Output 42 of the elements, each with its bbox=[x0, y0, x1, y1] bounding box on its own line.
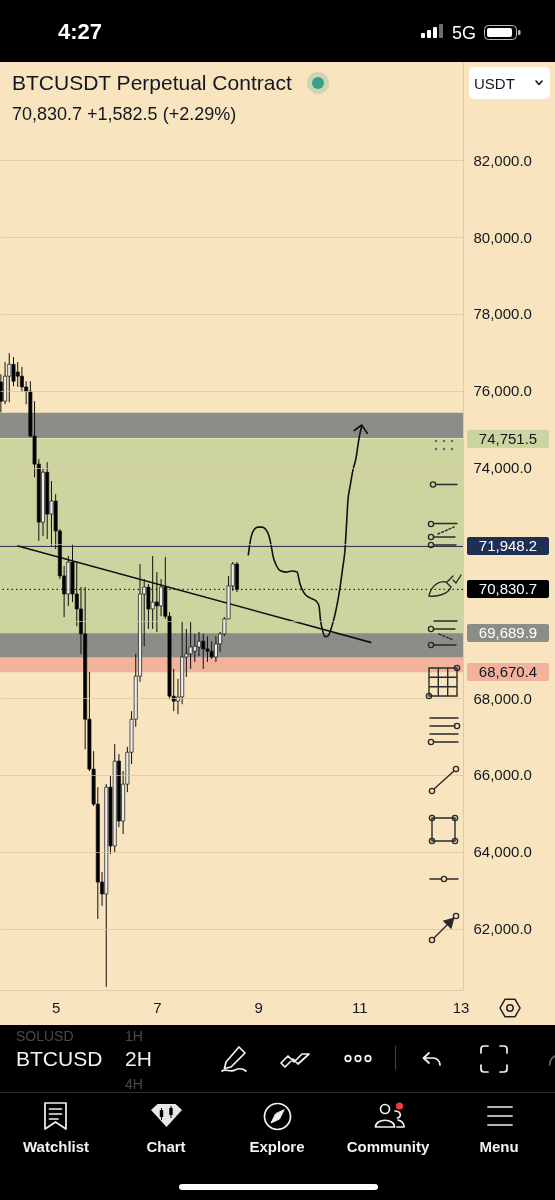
text: 4:27 bbox=[58, 19, 103, 44]
y-tick-label: 74,000.0 bbox=[473, 459, 532, 477]
y-tick-label: 80,000.0 bbox=[473, 228, 532, 246]
ref-line-label: 71,948.2 bbox=[467, 537, 549, 556]
text: 2H bbox=[125, 1047, 152, 1070]
text: Community bbox=[346, 1137, 430, 1155]
candlestick bbox=[19, 366, 24, 393]
y-tick-label: 64,000.0 bbox=[473, 843, 532, 861]
text: Watchlist bbox=[22, 1137, 90, 1155]
x-tick-label: 11 bbox=[351, 998, 368, 1016]
candlestick bbox=[201, 633, 206, 670]
candlestick bbox=[0, 373, 3, 413]
text: SOLUSD bbox=[16, 1028, 74, 1044]
candlestick bbox=[7, 352, 12, 403]
text: Chart bbox=[146, 1137, 186, 1155]
band-label: 74,751.5 bbox=[467, 429, 549, 448]
y-tick-label: 66,000.0 bbox=[473, 766, 532, 784]
text: Explore bbox=[249, 1137, 305, 1155]
y-tick-label: 82,000.0 bbox=[473, 151, 532, 169]
ref-line-label: 70,830.7 bbox=[467, 580, 549, 599]
text: 1H bbox=[125, 1028, 143, 1044]
candlestick bbox=[154, 571, 159, 633]
x-tick-label: 13 bbox=[452, 998, 470, 1016]
x-tick-label: 9 bbox=[254, 998, 263, 1016]
text: 70,830.7 +1,582.5 (+2.29%) bbox=[12, 104, 238, 124]
y-tick-label: 78,000.0 bbox=[473, 305, 532, 323]
candlestick bbox=[192, 633, 197, 663]
y-tick-label: 68,000.0 bbox=[473, 689, 532, 707]
y-tick-label: 76,000.0 bbox=[473, 382, 532, 400]
text: BTCUSD bbox=[16, 1047, 103, 1070]
text: Menu bbox=[479, 1137, 519, 1155]
x-tick-label: 5 bbox=[51, 998, 61, 1016]
x-tick-label: 7 bbox=[153, 998, 162, 1016]
candlestick bbox=[150, 555, 155, 630]
text: 5G bbox=[452, 23, 477, 43]
text: USDT bbox=[474, 74, 515, 92]
band-label: 69,689.9 bbox=[467, 624, 549, 643]
candlestick bbox=[15, 361, 20, 388]
text: 4H bbox=[125, 1076, 143, 1092]
y-tick-label: 62,000.0 bbox=[473, 920, 532, 938]
chart-title: BTCUSDT Perpetual Contract bbox=[12, 71, 292, 94]
band-label: 68,670.4 bbox=[467, 663, 549, 682]
